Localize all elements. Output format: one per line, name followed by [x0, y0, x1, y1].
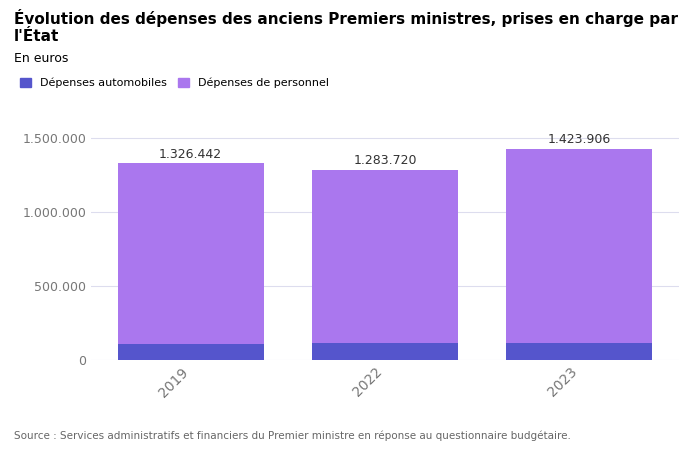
Text: 1.423.906: 1.423.906	[548, 133, 611, 146]
Bar	[118, 344, 263, 360]
Legend: Dépenses automobiles, Dépenses de personnel: Dépenses automobiles, Dépenses de person…	[20, 77, 328, 88]
Text: ◉: ◉	[593, 408, 607, 426]
Bar	[118, 163, 263, 344]
Bar	[507, 149, 652, 342]
Text: france: france	[625, 404, 652, 413]
Bar	[312, 342, 458, 360]
Text: Source : Services administratifs et financiers du Premier ministre en réponse au: Source : Services administratifs et fina…	[14, 431, 571, 441]
Bar	[507, 342, 652, 360]
Text: En euros: En euros	[14, 52, 69, 65]
Text: 1.326.442: 1.326.442	[159, 148, 222, 161]
Bar	[312, 170, 458, 342]
Text: 1.283.720: 1.283.720	[354, 154, 416, 167]
Text: bleu: bleu	[617, 417, 661, 435]
Text: Évolution des dépenses des anciens Premiers ministres, prises en charge par l'Ét: Évolution des dépenses des anciens Premi…	[14, 9, 678, 45]
